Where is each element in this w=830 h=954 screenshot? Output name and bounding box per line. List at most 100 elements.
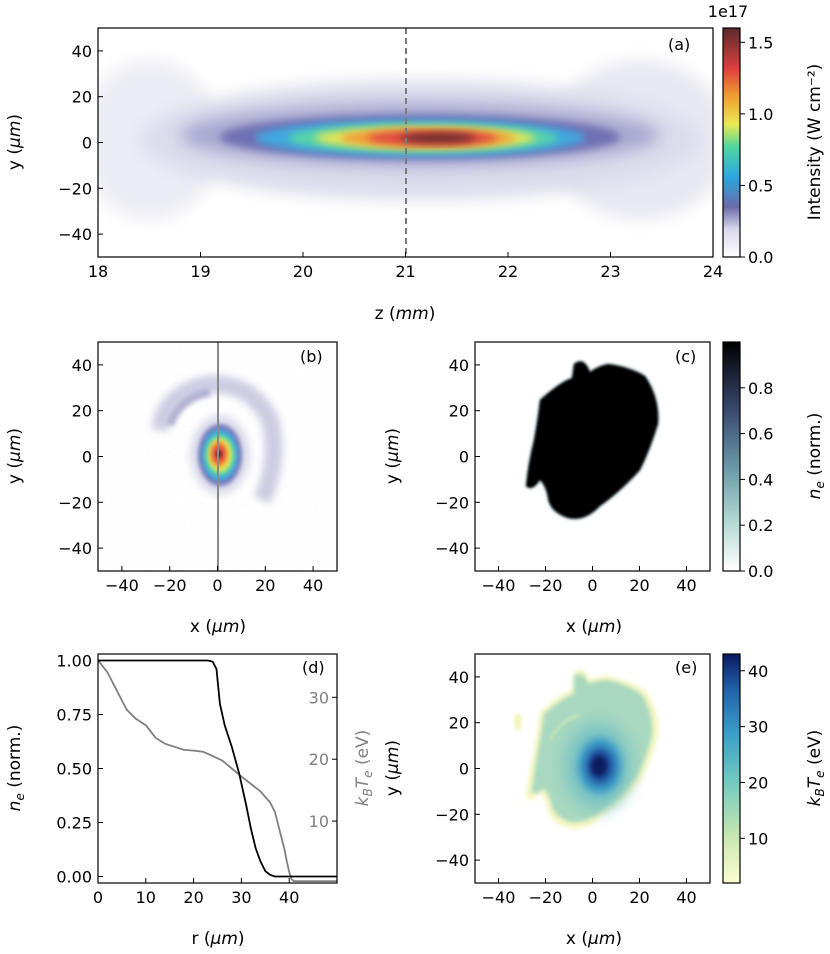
panel-c-xtick-label: 0 xyxy=(587,576,597,595)
panel-a-ytick-label: 20 xyxy=(72,88,92,107)
panel-a-cbtick-label: 0.5 xyxy=(748,176,773,195)
panel-e-colorbar xyxy=(722,653,741,884)
panel-b-ytick-label: 20 xyxy=(72,402,92,421)
panel-c-ytick-label: −40 xyxy=(435,539,469,558)
panel-c-xlabel: x (μm) xyxy=(566,617,622,637)
panel-a-xtick-label: 21 xyxy=(395,262,415,281)
panel-d-y2tick-label: 10 xyxy=(309,812,329,831)
panel-e-colorbar-label: kBTe (eV) xyxy=(805,730,827,807)
panel-a-cbtick-label: 1.0 xyxy=(748,105,773,124)
panel-c-ylabel: y (μm) xyxy=(383,428,403,484)
panel-e-label: (e) xyxy=(675,658,697,677)
panel-c-colorbar-ticks: 0.8 0.6 0.4 0.2 0.0 xyxy=(740,379,773,581)
panel-a-ytick-label: −40 xyxy=(58,225,92,244)
panel-c-ytick-label: 20 xyxy=(449,402,469,421)
panel-b-xlabel: x (μm) xyxy=(190,617,246,637)
panel-d-right-ticks: 30 20 10 xyxy=(309,688,337,831)
panel-a-colorbar-label: Intensity (W cm⁻²) xyxy=(805,64,825,221)
panel-a-cbtick-label: 0.0 xyxy=(748,248,773,267)
panel-c-cbtick-label: 0.2 xyxy=(748,516,773,535)
panel-c-colorbar-label: ne (norm.) xyxy=(805,413,827,500)
panel-c-ytick-label: 40 xyxy=(449,356,469,375)
panel-e-xtick-label: −20 xyxy=(529,888,563,907)
panel-c-xtick-label: 40 xyxy=(676,576,696,595)
panel-a: (a) 18 19 20 21 22 23 24 40 20 0 −20 −40 z (mm) y (… xyxy=(5,2,825,324)
panel-d-ticks: 0 10 20 30 40 1.00 0.75 0.50 0.25 0.00 xyxy=(56,651,299,907)
panel-a-xtick-label: 18 xyxy=(88,262,108,281)
panel-a-ytick-label: −20 xyxy=(58,179,92,198)
panel-b-ticks: −40 −20 0 20 40 40 20 0 −20 −40 xyxy=(58,356,323,595)
panel-a-xtick-label: 22 xyxy=(498,262,518,281)
panel-c-ytick-label: 0 xyxy=(459,448,469,467)
panel-d-label: (d) xyxy=(302,658,325,677)
panel-e: (e) −40 −20 0 20 40 40 20 0 −20 −40 x (μm) y (μm)… xyxy=(383,653,827,949)
panel-c-cbtick-label: 0.6 xyxy=(748,425,773,444)
panel-b-xtick-label: 20 xyxy=(255,576,275,595)
panel-c-ticks: −40 −20 0 20 40 40 20 0 −20 −40 xyxy=(435,356,696,595)
panel-a-colorbar-exponent: 1e17 xyxy=(708,2,748,21)
panel-e-xtick-label: −40 xyxy=(482,888,516,907)
panel-c-label: (c) xyxy=(675,347,696,366)
panel-a-ticks: 18 19 20 21 22 23 24 40 20 0 −20 −40 xyxy=(58,42,723,281)
panel-b: (b) −40 −20 0 20 40 40 20 0 −20 −40 x (μm) y (μm) xyxy=(5,341,338,637)
panel-c: (c) −40 −20 0 20 40 40 20 0 −20 −40 x (μm) y (μm)… xyxy=(383,341,827,637)
panel-d-xtick-label: 0 xyxy=(93,888,103,907)
panel-b-ytick-label: 0 xyxy=(82,448,92,467)
panel-c-cbtick-label: 0.4 xyxy=(748,470,773,489)
panel-a-xtick-label: 23 xyxy=(600,262,620,281)
panel-d-ytick-label: 0.75 xyxy=(56,705,92,724)
panel-e-ticks: −40 −20 0 20 40 40 20 0 −20 −40 xyxy=(435,668,696,907)
panel-c-xtick-label: 20 xyxy=(629,576,649,595)
panel-b-label: (b) xyxy=(300,347,323,366)
panel-b-ytick-label: 40 xyxy=(72,356,92,375)
panel-c-ytick-label: −20 xyxy=(435,493,469,512)
panel-b-xtick-label: −20 xyxy=(153,576,187,595)
panel-b-xtick-label: −40 xyxy=(105,576,139,595)
panel-c-xtick-label: −20 xyxy=(529,576,563,595)
panel-d: (d) 0 10 20 30 40 1.00 0.75 0.50 0.25 0.00 30 20 10… xyxy=(5,651,375,949)
panel-d-xtick-label: 40 xyxy=(279,888,299,907)
panel-c-cbtick-label: 0.0 xyxy=(748,562,773,581)
panel-a-colorbar xyxy=(722,27,741,258)
panel-a-cbtick-label: 1.5 xyxy=(748,33,773,52)
panel-a-ylabel: y (μm) xyxy=(5,114,25,170)
panel-e-heatmap xyxy=(514,669,659,829)
panel-e-ylabel: y (μm) xyxy=(383,740,403,796)
panel-a-ytick-label: 0 xyxy=(82,134,92,153)
panel-d-ytick-label: 0.50 xyxy=(56,760,92,779)
panel-e-ytick-label: −20 xyxy=(435,805,469,824)
panel-e-cbtick-label: 40 xyxy=(748,662,768,681)
panel-a-heatmap xyxy=(98,60,713,220)
panel-e-cbtick-label: 30 xyxy=(748,718,768,737)
panel-b-ylabel: y (μm) xyxy=(5,428,25,484)
panel-e-cbtick-label: 10 xyxy=(748,829,768,848)
panel-a-xtick-label: 24 xyxy=(703,262,723,281)
panel-e-xtick-label: 0 xyxy=(587,888,597,907)
panel-b-xtick-label: 40 xyxy=(303,576,323,595)
panel-d-ytick-label: 1.00 xyxy=(56,651,92,670)
panel-e-ytick-label: 20 xyxy=(449,714,469,733)
panel-d-ne-line xyxy=(98,659,337,878)
panel-d-ytick-label: 0.25 xyxy=(56,814,92,833)
panel-e-ytick-label: 0 xyxy=(459,760,469,779)
panel-d-y2tick-label: 20 xyxy=(309,750,329,769)
panel-d-y2tick-label: 30 xyxy=(309,688,329,707)
panel-e-cbtick-label: 20 xyxy=(748,773,768,792)
panel-e-ytick-label: −40 xyxy=(435,851,469,870)
panel-c-xtick-label: −40 xyxy=(482,576,516,595)
panel-b-ytick-label: −40 xyxy=(58,539,92,558)
panel-a-xtick-label: 20 xyxy=(293,262,313,281)
panel-e-xtick-label: 40 xyxy=(676,888,696,907)
panel-a-ytick-label: 40 xyxy=(72,42,92,61)
panel-e-ytick-label: 40 xyxy=(449,668,469,687)
panel-a-colorbar-ticks: 1.5 1.0 0.5 0.0 xyxy=(740,33,773,267)
panel-d-ylabel: ne (norm.) xyxy=(5,725,27,812)
panel-b-ytick-label: −20 xyxy=(58,493,92,512)
panel-e-xtick-label: 20 xyxy=(629,888,649,907)
panel-a-xlabel: z (mm) xyxy=(375,304,436,324)
panel-c-heatmap xyxy=(526,361,659,519)
panel-d-ylabel-right: kBTe (eV) xyxy=(353,730,375,807)
panel-d-xlabel: r (μm) xyxy=(191,929,244,949)
panel-d-xtick-label: 10 xyxy=(136,888,156,907)
